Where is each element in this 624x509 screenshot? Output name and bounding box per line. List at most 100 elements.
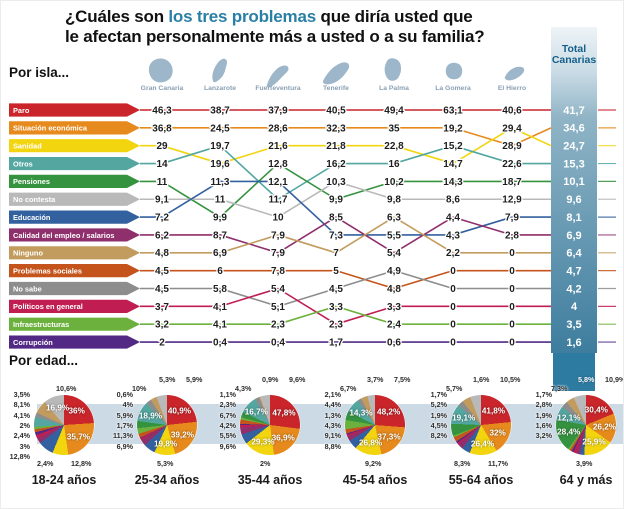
total-value: 6,9 bbox=[566, 230, 581, 242]
value-cell: 0 bbox=[450, 266, 456, 277]
category-label-sanidad: Sanidad bbox=[13, 142, 42, 151]
value-cell: 28,6 bbox=[268, 123, 288, 134]
category-arrow-paro bbox=[9, 103, 140, 117]
category-arrow-otros bbox=[9, 156, 140, 171]
total-value: 1,6 bbox=[566, 337, 581, 349]
island-la-palma bbox=[384, 58, 402, 81]
category-arrow-sitecon bbox=[9, 121, 140, 135]
category-arrow-nocontesta bbox=[9, 192, 140, 206]
category-label-paro: Paro bbox=[13, 106, 30, 115]
value-cell: 7,9 bbox=[271, 248, 285, 259]
value-cell: 37,9 bbox=[268, 105, 288, 116]
value-cell: 6,9 bbox=[213, 248, 227, 259]
total-value: 10,1 bbox=[563, 176, 584, 188]
value-cell: 32,3 bbox=[326, 123, 346, 134]
value-cell: 10,2 bbox=[384, 177, 404, 188]
trend-line-nocontesta bbox=[140, 180, 551, 218]
value-cell: 7,3 bbox=[329, 230, 343, 241]
value-cell: 2,4 bbox=[387, 320, 401, 331]
island-fuerteventura bbox=[266, 65, 289, 88]
value-cell: 40,6 bbox=[502, 105, 522, 116]
category-arrow-infraestructuras bbox=[9, 317, 140, 331]
value-cell: 11,7 bbox=[269, 195, 288, 206]
value-cell: 0,4 bbox=[213, 337, 227, 348]
value-cell: 10 bbox=[272, 213, 284, 224]
value-cell: 9,8 bbox=[387, 195, 401, 206]
trend-line-ninguno bbox=[140, 216, 551, 254]
value-cell: 9,1 bbox=[155, 195, 169, 206]
section-label-by-age: Por edad... bbox=[9, 353, 79, 368]
category-label-corrupcion: Corrupción bbox=[13, 338, 53, 347]
category-label-probsociales: Problemas sociales bbox=[13, 266, 82, 275]
value-cell: 7,2 bbox=[155, 213, 169, 224]
category-label-nocontesta: No contesta bbox=[13, 195, 56, 204]
category-label-ninguno: Ninguno bbox=[13, 249, 43, 258]
value-cell: 11,3 bbox=[211, 177, 230, 188]
trend-line-sanidad bbox=[140, 127, 552, 165]
value-cell: 0 bbox=[509, 248, 515, 259]
title-suffix: que diría usted que bbox=[315, 7, 473, 26]
category-arrow-nosabe bbox=[9, 281, 140, 296]
value-cell: 0 bbox=[509, 302, 515, 313]
category-arrow-educacion bbox=[9, 210, 140, 224]
category-arrow-ninguno bbox=[9, 246, 140, 260]
age-band bbox=[37, 404, 623, 444]
total-header-line2: Canarias bbox=[552, 54, 597, 66]
category-arrow-calidad bbox=[9, 228, 140, 242]
value-cell: 5,5 bbox=[387, 230, 401, 241]
category-label-politicos: Políticos en general bbox=[13, 302, 83, 311]
total-value: 4,7 bbox=[566, 265, 581, 277]
value-cell: 6,3 bbox=[387, 213, 401, 224]
island-lanzarote bbox=[212, 58, 227, 83]
trend-line-nosabe bbox=[140, 269, 551, 308]
value-cell: 14 bbox=[156, 159, 168, 170]
total-value: 6,4 bbox=[566, 248, 582, 260]
trend-line-otros bbox=[140, 144, 551, 201]
value-cell: 2,3 bbox=[329, 320, 343, 331]
value-cell: 4,5 bbox=[155, 284, 169, 295]
value-cell: 9,9 bbox=[213, 213, 227, 224]
value-cell: 29 bbox=[156, 141, 168, 152]
value-cell: 8,6 bbox=[446, 195, 460, 206]
value-cell: 0 bbox=[450, 320, 456, 331]
value-cell: 18,7 bbox=[502, 177, 522, 188]
total-value: 8,1 bbox=[566, 212, 581, 224]
value-cell: 14,3 bbox=[443, 177, 463, 188]
value-cell: 0 bbox=[509, 266, 515, 277]
value-cell: 0 bbox=[509, 320, 515, 331]
value-cell: 35 bbox=[388, 123, 400, 134]
value-cell: 3,2 bbox=[155, 320, 169, 331]
value-cell: 4,9 bbox=[387, 266, 401, 277]
value-cell: 4,8 bbox=[387, 284, 401, 295]
value-cell: 4,5 bbox=[329, 284, 343, 295]
value-cell: 0 bbox=[509, 284, 515, 295]
value-cell: 19,2 bbox=[443, 123, 463, 134]
title-line2: le afectan personalmente más a usted o a… bbox=[65, 27, 485, 46]
value-cell: 2 bbox=[159, 337, 165, 348]
total-header-line1: Total bbox=[562, 43, 586, 55]
category-arrow-sanidad bbox=[9, 139, 140, 153]
category-arrow-probsociales bbox=[9, 264, 140, 278]
value-cell: 0,6 bbox=[387, 337, 401, 348]
value-cell: 22,8 bbox=[384, 141, 404, 152]
island-name: Lanzarote bbox=[204, 85, 236, 92]
value-cell: 4,5 bbox=[155, 266, 169, 277]
category-arrow-corrupcion bbox=[9, 335, 140, 349]
value-cell: 5,4 bbox=[387, 248, 401, 259]
value-cell: 2,3 bbox=[271, 320, 285, 331]
value-cell: 5 bbox=[333, 266, 339, 277]
category-arrow-politicos bbox=[9, 299, 140, 313]
category-label-nosabe: No sabe bbox=[13, 284, 42, 293]
category-label-educacion: Educación bbox=[13, 213, 51, 222]
value-cell: 9,9 bbox=[329, 195, 343, 206]
value-cell: 16,2 bbox=[326, 159, 346, 170]
category-arrow-pensiones bbox=[9, 174, 140, 188]
island-name: La Gomera bbox=[435, 85, 471, 92]
value-cell: 22,6 bbox=[502, 159, 522, 170]
value-cell: 12,1 bbox=[268, 177, 288, 188]
value-cell: 8,5 bbox=[329, 213, 343, 224]
island-name: Tenerife bbox=[323, 85, 349, 92]
trend-line-infraestructuras bbox=[140, 305, 551, 326]
